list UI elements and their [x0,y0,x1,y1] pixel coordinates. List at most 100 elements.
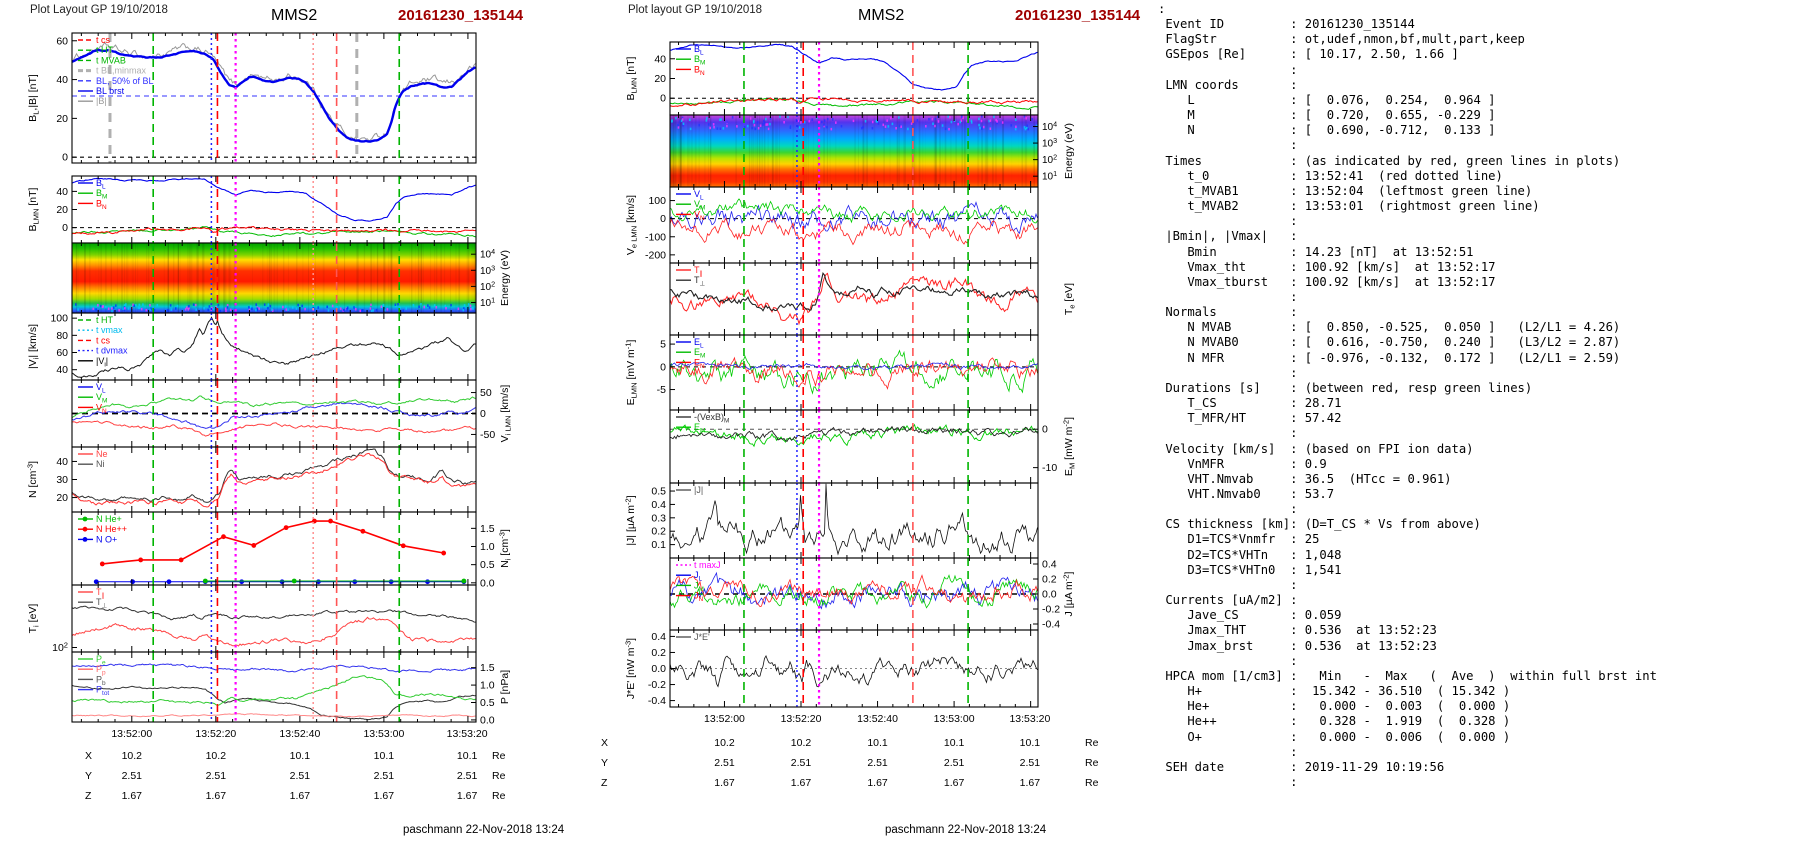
svg-text:13:52:40: 13:52:40 [279,728,320,740]
svg-text:0: 0 [660,361,666,373]
svg-text:0.0: 0.0 [480,577,495,589]
svg-text:BLMN [nT]: BLMN [nT] [625,56,639,100]
svg-text:0: 0 [660,213,666,225]
svg-text:BL, 50% of BL: BL, 50% of BL [96,76,154,86]
svg-text:0.4: 0.4 [651,499,666,511]
svg-text:N O+: N O+ [96,534,117,544]
svg-text:|Vi| [km/s]: |Vi| [km/s] [27,324,41,369]
svg-text:1.67: 1.67 [867,777,888,789]
svg-text:104: 104 [1042,120,1057,134]
svg-text:X: X [85,750,92,762]
plot-footer-left: paschmann 22-Nov-2018 13:24 [403,824,565,836]
svg-text:Re: Re [492,770,506,782]
svg-text:0.0: 0.0 [651,663,666,675]
svg-text:VM: VM [694,199,705,212]
spacecraft-title-left: MMS2 [271,7,318,24]
svg-text:2.51: 2.51 [122,770,143,782]
svg-text:1.5: 1.5 [480,523,495,535]
svg-text:20: 20 [654,73,666,85]
svg-text:VM: VM [96,392,107,405]
svg-text:100: 100 [50,313,68,325]
svg-text:Ti [eV]: Ti [eV] [27,604,41,634]
panel-p8: 102 Ti [eV] T∥T⊥ [27,584,477,654]
svg-text:0.2: 0.2 [1042,574,1057,586]
svg-text:1.67: 1.67 [1020,777,1041,789]
svg-text:BL brst: BL brst [96,86,125,96]
svg-text:1.67: 1.67 [791,777,812,789]
svg-text:0.0: 0.0 [480,714,495,726]
svg-text:1.67: 1.67 [122,790,143,802]
svg-text:103: 103 [1042,136,1057,150]
svg-text:T⊥: T⊥ [96,597,107,610]
svg-text:-10: -10 [1042,462,1057,474]
svg-text:10.1: 10.1 [374,750,395,762]
svg-text:BL: BL [694,44,704,57]
svg-text:100: 100 [648,195,666,207]
svg-text:1.5: 1.5 [480,662,495,674]
svg-text:10.1: 10.1 [944,737,965,749]
svg-text:BN: BN [694,64,705,77]
svg-text:1.67: 1.67 [457,790,478,802]
svg-text:0.4: 0.4 [1042,559,1057,571]
svg-text:Te [eV]: Te [eV] [1063,283,1077,315]
svg-text:2.51: 2.51 [374,770,395,782]
svg-text:-5: -5 [657,384,666,396]
svg-text:20: 20 [56,204,68,216]
svg-text:-200: -200 [645,249,666,261]
svg-text:13:52:20: 13:52:20 [781,713,822,725]
svg-text:2.51: 2.51 [1020,757,1041,769]
svg-text:0: 0 [62,222,68,234]
svg-text:13:52:00: 13:52:00 [111,728,152,740]
svg-text:104: 104 [480,247,495,261]
svg-text:0.2: 0.2 [651,647,666,659]
svg-text:0: 0 [660,93,666,105]
svg-text:102: 102 [1042,153,1057,167]
svg-text:2.51: 2.51 [206,770,227,782]
svg-text:EM: EM [694,347,705,360]
svg-text:EM: EM [694,422,705,435]
svg-text:Re: Re [1085,757,1099,769]
svg-text:60: 60 [56,347,68,359]
svg-text:60: 60 [56,35,68,47]
svg-text:t MVAB: t MVAB [96,55,126,65]
svg-text:10.2: 10.2 [206,750,227,762]
svg-text:-(VexB)M: -(VexB)M [694,412,729,425]
svg-text:JL: JL [694,570,703,583]
svg-text:X: X [601,737,608,749]
svg-text:1.0: 1.0 [480,541,495,553]
svg-text:-100: -100 [645,231,666,243]
svg-text:10.2: 10.2 [122,750,143,762]
svg-text:10.1: 10.1 [457,750,478,762]
svg-text:5: 5 [660,339,666,351]
svg-text:|J|: |J| [694,485,703,495]
svg-text:Re: Re [1085,777,1099,789]
svg-text:ELMN [mV m-1]: ELMN [mV m-1] [624,340,639,406]
svg-text:30: 30 [56,474,68,486]
layout-label-middle: Plot layout GP 19/10/2018 [628,4,763,16]
svg-text:|B|: |B| [96,96,107,106]
svg-text:-0.4: -0.4 [1042,619,1060,631]
svg-text:50: 50 [480,387,492,399]
svg-text:40: 40 [654,53,666,65]
svg-text:10.1: 10.1 [290,750,311,762]
svg-text:13:52:20: 13:52:20 [195,728,236,740]
panel-m2: 104 103 102 101 Energy (eV) [669,114,1075,188]
svg-text:BL,|B| [nT]: BL,|B| [nT] [27,74,41,122]
event-id-left: 20161230_135144 [398,7,524,24]
svg-text:Ve LMN [km/s]: Ve LMN [km/s] [625,195,639,255]
svg-text:Pe: Pe [96,654,106,667]
svg-text:J [µA m-2]: J [µA m-2] [1062,571,1076,616]
svg-text:Y: Y [601,757,608,769]
svg-text:BL: BL [96,178,106,191]
svg-text:VN: VN [96,402,107,415]
svg-text:-0.4: -0.4 [648,695,666,707]
plot-footer-middle: paschmann 22-Nov-2018 13:24 [885,824,1047,836]
svg-text:VL: VL [96,382,106,395]
